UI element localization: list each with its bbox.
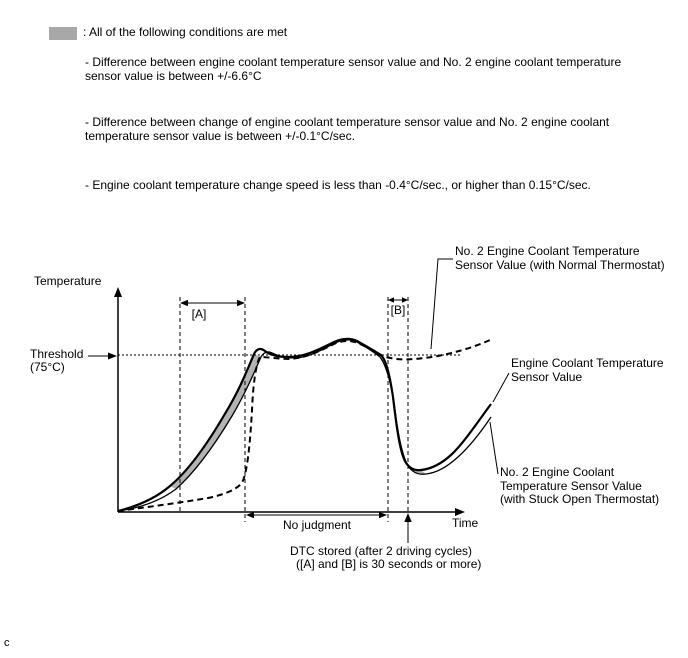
ect-sensor-curve-label: Engine Coolant Temperature Sensor Value: [511, 356, 664, 384]
dtc-note-line2: ([A] and [B] is 30 seconds or more): [296, 557, 482, 571]
no-judgment-label: No judgment: [282, 518, 352, 532]
condition-item: - Engine coolant temperature change spee…: [85, 178, 591, 192]
ect-sensor-curve: [117, 337, 492, 513]
dtc-arrowhead: [404, 513, 412, 522]
marker-b-arrowhead-left: [388, 297, 394, 303]
condition-item: - Difference between change of engine co…: [85, 115, 613, 143]
page-mark: c: [4, 637, 10, 649]
legend-label: : All of the following conditions are me…: [83, 25, 288, 39]
marker-b-arrowhead-right: [402, 297, 408, 303]
no-judgment-arrowhead-left: [246, 511, 254, 519]
y-axis-label: Temperature: [34, 274, 102, 288]
y-axis-arrowhead: [114, 287, 122, 297]
normal-label-leader-line: [430, 258, 453, 350]
no-judgment-arrowhead-right: [379, 511, 387, 519]
no2-stuck-open-thermostat-curve: [117, 339, 492, 512]
legend-swatch: [49, 27, 77, 40]
normal-thermostat-curve-label: No. 2 Engine Coolant Temperature Sensor …: [455, 244, 665, 272]
marker-a-label: [A]: [191, 307, 207, 321]
threshold-arrowhead: [108, 352, 117, 360]
marker-a-arrowhead-right: [237, 299, 245, 307]
marker-a-arrowhead-left: [180, 299, 188, 307]
marker-b-label: [B]: [390, 303, 406, 317]
shaded-region-rise: [170, 354, 261, 489]
x-axis-label: Time: [452, 516, 479, 530]
threshold-label-line2: (75°C): [30, 360, 65, 374]
condition-item: - Difference between engine coolant temp…: [85, 55, 625, 83]
ect-label-leader-line: [492, 372, 510, 403]
stuck-open-curve-label: No. 2 Engine Coolant Temperature Sensor …: [500, 465, 660, 507]
x-axis-arrowhead: [455, 508, 465, 516]
threshold-label-line1: Threshold: [30, 347, 84, 361]
stuck-label-leader-line: [489, 421, 499, 475]
dtc-note-line1: DTC stored (after 2 driving cycles): [290, 544, 473, 558]
